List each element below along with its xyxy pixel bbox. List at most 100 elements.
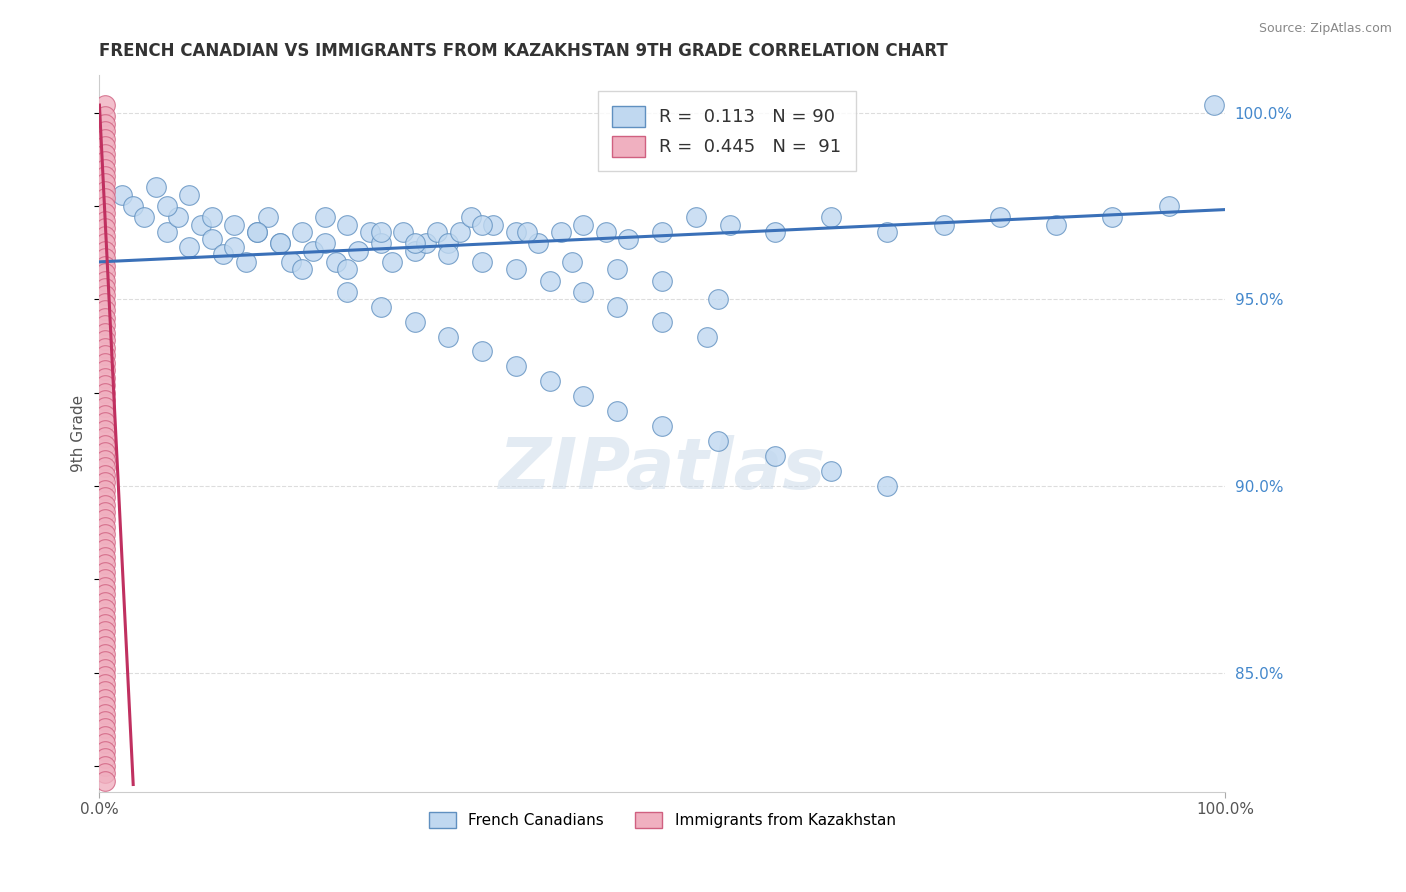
Point xyxy=(370,300,392,314)
Point xyxy=(94,534,117,549)
Point xyxy=(932,218,955,232)
Point xyxy=(201,232,224,246)
Point xyxy=(156,199,179,213)
Point xyxy=(550,225,572,239)
Point xyxy=(94,124,117,138)
Point xyxy=(392,225,415,239)
Point xyxy=(606,300,628,314)
Point xyxy=(94,445,117,459)
Text: Source: ZipAtlas.com: Source: ZipAtlas.com xyxy=(1258,22,1392,36)
Point xyxy=(94,296,117,310)
Point xyxy=(94,326,117,340)
Point xyxy=(179,187,201,202)
Point xyxy=(94,281,117,295)
Point xyxy=(134,210,156,224)
Point xyxy=(572,218,595,232)
Point xyxy=(246,225,269,239)
Point xyxy=(94,259,117,273)
Point xyxy=(94,467,117,482)
Point xyxy=(94,483,117,497)
Point xyxy=(94,416,117,430)
Point xyxy=(291,225,314,239)
Point xyxy=(94,117,117,131)
Point xyxy=(94,378,117,392)
Point xyxy=(94,401,117,415)
Point xyxy=(449,225,471,239)
Point xyxy=(190,218,212,232)
Point xyxy=(1157,199,1180,213)
Point xyxy=(820,464,842,478)
Point xyxy=(94,558,117,572)
Point xyxy=(94,206,117,220)
Point xyxy=(471,218,494,232)
Point xyxy=(651,315,673,329)
Point xyxy=(94,691,117,706)
Point xyxy=(94,318,117,333)
Point xyxy=(94,266,117,280)
Point xyxy=(94,699,117,714)
Point xyxy=(561,255,583,269)
Point xyxy=(617,232,640,246)
Point xyxy=(94,370,117,384)
Point xyxy=(94,512,117,526)
Point xyxy=(94,565,117,579)
Point xyxy=(156,225,179,239)
Point xyxy=(94,214,117,228)
Point xyxy=(94,647,117,661)
Point xyxy=(94,385,117,400)
Point xyxy=(876,225,898,239)
Point xyxy=(94,109,117,123)
Point xyxy=(606,404,628,418)
Point xyxy=(94,640,117,654)
Point xyxy=(94,303,117,318)
Point xyxy=(94,706,117,721)
Point xyxy=(696,329,718,343)
Point xyxy=(94,244,117,258)
Point xyxy=(516,225,538,239)
Y-axis label: 9th Grade: 9th Grade xyxy=(72,395,86,472)
Point xyxy=(94,662,117,676)
Point xyxy=(482,218,505,232)
Point xyxy=(94,191,117,205)
Point xyxy=(94,438,117,452)
Point xyxy=(820,210,842,224)
Point xyxy=(94,184,117,198)
Point xyxy=(1202,98,1225,112)
Point xyxy=(94,736,117,750)
Point xyxy=(359,225,381,239)
Point xyxy=(505,262,527,277)
Point xyxy=(336,262,359,277)
Point xyxy=(527,236,550,251)
Point xyxy=(370,236,392,251)
Point xyxy=(437,329,460,343)
Point xyxy=(505,359,527,374)
Point xyxy=(94,766,117,780)
Point xyxy=(280,255,302,269)
Point xyxy=(505,225,527,239)
Point xyxy=(94,392,117,407)
Point xyxy=(257,210,280,224)
Point xyxy=(763,449,786,463)
Point xyxy=(707,292,730,306)
Point xyxy=(314,210,336,224)
Point xyxy=(94,587,117,601)
Point xyxy=(94,146,117,161)
Point xyxy=(94,594,117,608)
Point xyxy=(94,669,117,683)
Point xyxy=(347,244,370,258)
Point xyxy=(460,210,482,224)
Point xyxy=(94,549,117,564)
Point xyxy=(94,602,117,616)
Point xyxy=(94,744,117,758)
Point xyxy=(246,225,269,239)
Point xyxy=(94,430,117,444)
Point xyxy=(94,460,117,475)
Point xyxy=(235,255,257,269)
Point xyxy=(94,759,117,773)
Point xyxy=(707,434,730,448)
Point xyxy=(145,180,167,194)
Text: FRENCH CANADIAN VS IMMIGRANTS FROM KAZAKHSTAN 9TH GRADE CORRELATION CHART: FRENCH CANADIAN VS IMMIGRANTS FROM KAZAK… xyxy=(100,42,948,60)
Point xyxy=(94,139,117,153)
Point xyxy=(269,236,291,251)
Point xyxy=(94,714,117,728)
